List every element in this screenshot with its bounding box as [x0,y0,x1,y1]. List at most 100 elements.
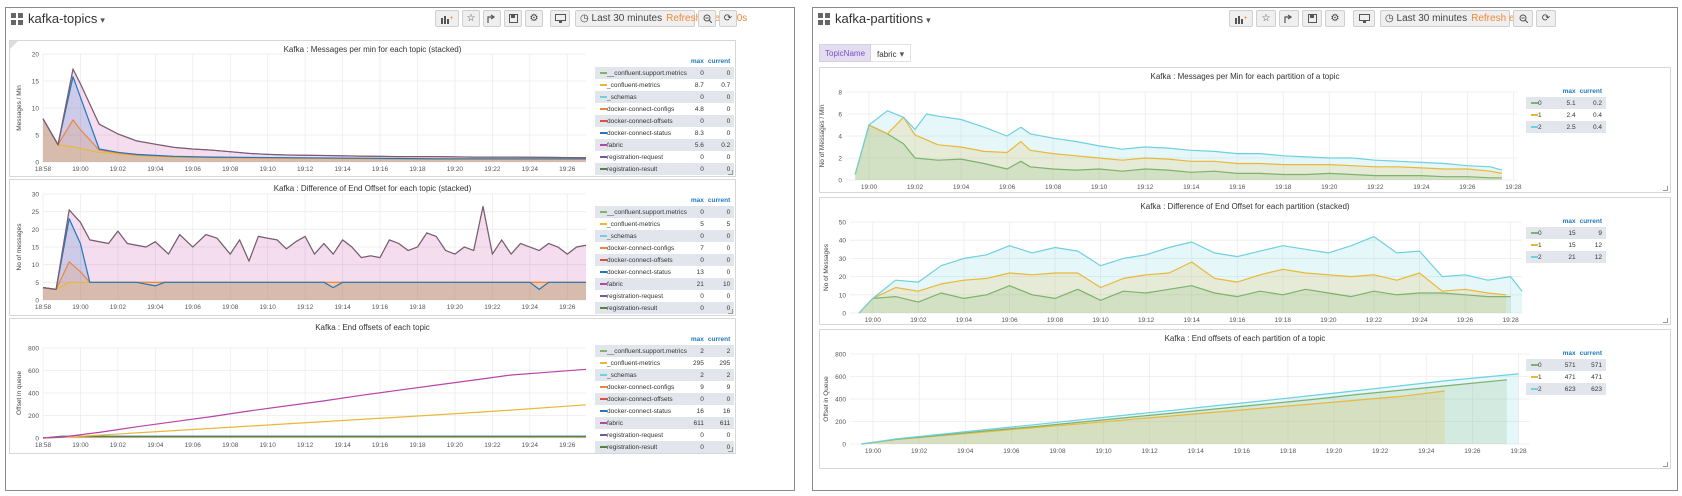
legend-item[interactable]: registration-request 0 0 [595,429,734,441]
legend-item[interactable]: 0 15 9 [1526,227,1606,239]
legend-series-name[interactable]: __confluent.support.metrics [607,208,687,216]
legend-series-name[interactable]: _schemas [607,371,637,379]
dashboard-grid-icon[interactable] [818,13,830,25]
legend-series-name[interactable]: _confluent-metrics [607,359,661,367]
dashboard-grid-icon[interactable] [11,13,23,25]
legend-series-name[interactable]: _confluent-metrics [607,81,661,89]
panel-title[interactable]: Kafka : Difference of End Offset for eac… [273,184,472,193]
save-button[interactable] [504,10,522,27]
refresh-button[interactable]: ⟳ [719,10,737,27]
legend-item[interactable]: registration-request 0 0 [595,290,734,302]
legend-header-current[interactable]: current [707,336,731,343]
star-button[interactable]: ☆ [462,10,480,27]
legend-item[interactable]: 2 623 623 [1526,383,1606,395]
legend-header-max[interactable]: max [690,336,704,343]
save-button[interactable] [1302,10,1322,27]
legend-item[interactable]: registration-result 0 0 [595,302,735,314]
legend-item[interactable]: docker-connect-configs 7 0 [595,242,734,254]
zoom-out-button[interactable] [698,10,716,27]
legend-header-current[interactable]: current [1579,218,1602,225]
legend-item[interactable]: docker-connect-status 13 0 [595,266,734,278]
legend-header-max[interactable]: max [690,197,704,204]
legend-header-max[interactable]: max [1562,350,1576,357]
legend-item[interactable]: docker-connect-offsets 0 0 [595,393,735,405]
panel-menu-corner[interactable] [10,41,18,49]
resize-handle[interactable] [728,447,733,452]
legend-series-name[interactable]: 1 [1538,241,1542,249]
legend-header-current[interactable]: current [707,58,731,65]
legend-series-name[interactable]: registration-result [607,304,658,312]
legend-item[interactable]: registration-result 0 0 [595,163,735,175]
tv-mode-button[interactable] [1353,10,1375,27]
dashboard-title[interactable]: kafka-partitions ▾ [835,11,931,26]
legend-series-name[interactable]: registration-result [607,165,658,173]
legend-item[interactable]: fabric 5.6 0.2 [595,139,735,151]
legend-series-name[interactable]: docker-connect-offsets [607,256,673,264]
legend-item[interactable]: docker-connect-offsets 0 0 [595,254,735,266]
legend-series-name[interactable]: docker-connect-offsets [607,395,673,403]
legend-header-max[interactable]: max [1562,88,1576,95]
legend-item[interactable]: _confluent-metrics 8.7 0.7 [595,79,734,91]
resize-handle[interactable] [1663,318,1668,323]
time-picker[interactable]: ◷ Last 30 minutes Refresh every 30s [1380,10,1552,27]
legend-item[interactable]: docker-connect-configs 9 9 [595,381,734,393]
legend-series-name[interactable]: 1 [1538,111,1542,119]
legend-series-name[interactable]: 1 [1538,373,1542,381]
time-picker[interactable]: ◷ Last 30 minutes Refresh every 30s [575,10,747,27]
resize-handle[interactable] [1663,186,1668,191]
legend-item[interactable]: _schemas 0 0 [595,91,735,103]
legend-item[interactable]: 0 5.1 0.2 [1526,97,1606,109]
dashboard-title[interactable]: kafka-topics ▾ [28,11,105,26]
legend-item[interactable]: 2 2.5 0.4 [1526,121,1606,133]
resize-handle[interactable] [728,170,733,175]
legend-series-name[interactable]: _confluent-metrics [607,220,661,228]
panel-title[interactable]: Kafka : Messages per Min for each partit… [1150,72,1340,81]
resize-handle[interactable] [728,309,733,314]
legend-item[interactable]: 2 21 12 [1526,251,1606,263]
difference-end-offset-chart[interactable]: 0 5 10 15 20 25 30 18:58 19:00 19:02 19:04 19:06 19:… [10,180,595,315]
legend-item[interactable]: fabric 21 10 [595,278,735,290]
legend-series-name[interactable]: fabric [607,419,623,427]
messages-per-min-chart[interactable]: 0 5 10 15 20 18:58 19:00 19:02 19:04 19:06 19:08 19… [10,41,595,176]
partition-messages-per-min-chart[interactable]: 0 2 4 6 8 19:00 19:02 19:04 19:06 19:08 19:10 19:12… [819,68,1525,192]
legend-item[interactable]: docker-connect-status 8.3 0 [595,127,734,139]
legend-item[interactable]: __confluent.support.metrics 0 0 [595,206,735,218]
settings-button[interactable]: ⚙ [1325,10,1345,27]
legend-series-name[interactable]: docker-connect-configs [607,105,675,113]
legend-series-name[interactable]: 2 [1538,385,1542,393]
panel-title[interactable]: Kafka : End offsets of each partition of… [1164,334,1326,343]
legend-item[interactable]: docker-connect-offsets 0 0 [595,115,735,127]
legend-item[interactable]: 1 2.4 0.4 [1526,109,1606,121]
legend-item[interactable]: __confluent.support.metrics 2 2 [595,345,735,357]
legend-series-name[interactable]: docker-connect-offsets [607,117,673,125]
legend-series-name[interactable]: __confluent.support.metrics [607,347,687,355]
legend-header-max[interactable]: max [690,58,704,65]
legend-item[interactable]: __confluent.support.metrics 0 0 [595,67,735,79]
legend-series-name[interactable]: docker-connect-configs [607,244,675,252]
end-offsets-chart[interactable]: 0 200 400 600 800 18:58 19:00 19:02 19:04 19:06 19… [10,319,595,453]
legend-series-name[interactable]: registration-request [607,153,663,161]
legend-series-name[interactable]: fabric [607,141,623,149]
partition-difference-end-offset-chart[interactable]: 0 10 20 30 40 50 19:00 19:02 19:04 19:06 19:08 19:1… [820,198,1525,324]
tv-mode-button[interactable] [550,10,570,27]
legend-item[interactable]: registration-request 0 0 [595,151,734,163]
legend-item[interactable]: 0 571 571 [1526,359,1606,371]
legend-item[interactable]: _schemas 0 0 [595,230,735,242]
legend-header-current[interactable]: current [1579,350,1602,357]
legend-item[interactable]: docker-connect-configs 4.8 0 [595,103,734,115]
legend-series-name[interactable]: _schemas [607,232,637,240]
legend-header-current[interactable]: current [1579,88,1602,95]
panel-title[interactable]: Kafka : Messages per min for each topic … [283,45,462,54]
legend-series-name[interactable]: docker-connect-status [607,268,671,276]
resize-handle[interactable] [1663,462,1668,467]
legend-series-name[interactable]: docker-connect-configs [607,383,675,391]
legend-series-name[interactable]: registration-request [607,431,663,439]
legend-series-name[interactable]: docker-connect-status [607,129,671,137]
legend-series-name[interactable]: docker-connect-status [607,407,671,415]
add-panel-button[interactable]: + [435,10,459,27]
legend-series-name[interactable]: fabric [607,280,623,288]
zoom-out-button[interactable] [1513,10,1533,27]
legend-item[interactable]: docker-connect-status 16 16 [595,405,734,417]
legend-header-current[interactable]: current [707,197,731,204]
legend-header-max[interactable]: max [1562,218,1576,225]
